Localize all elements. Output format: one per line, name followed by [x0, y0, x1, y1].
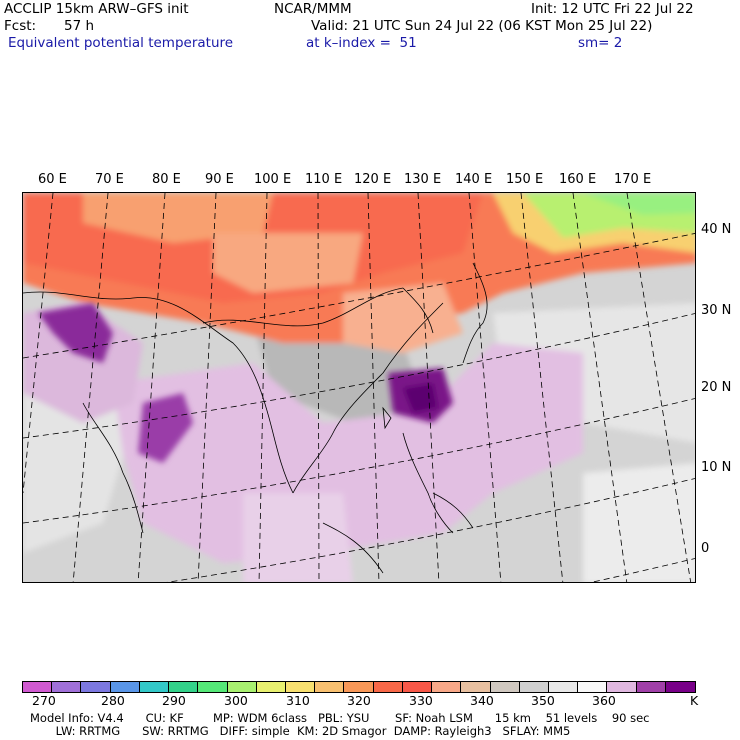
colorbar	[22, 681, 696, 693]
lon-label: 150 E	[506, 172, 544, 187]
colorbar-tick-label: 310	[286, 693, 310, 708]
colorbar-swatch	[139, 682, 170, 692]
lon-label: 120 E	[354, 172, 392, 187]
forecast-hours: 57 h	[64, 18, 95, 34]
lat-label: 40 N	[701, 222, 732, 237]
model-info-line-1: Model Info: V4.4 CU: KF MP: WDM 6class P…	[30, 711, 650, 725]
model-info-line-2: LW: RRTMG SW: RRTMG DIFF: simple KM: 2D …	[30, 724, 571, 738]
map-canvas	[23, 193, 695, 582]
lon-label: 70 E	[95, 172, 124, 187]
colorbar-swatch	[315, 682, 345, 692]
colorbar-swatch	[198, 682, 228, 692]
colorbar-tick-label: 350	[531, 693, 555, 708]
lon-label: 60 E	[38, 172, 67, 187]
colorbar-swatch	[110, 682, 140, 692]
colorbar-swatch	[227, 682, 257, 692]
map-panel	[22, 192, 696, 583]
colorbar-tick-label: 330	[409, 693, 433, 708]
colorbar-swatch	[578, 682, 608, 692]
level-index: at k–index = 51	[306, 35, 417, 51]
colorbar-swatch	[52, 682, 82, 692]
lon-label: 130 E	[404, 172, 442, 187]
colorbar-tick-label: 300	[224, 693, 248, 708]
colorbar-swatch	[402, 682, 433, 692]
forecast-label: Fcst:	[4, 18, 37, 34]
colorbar-swatch	[373, 682, 403, 692]
lon-label: 160 E	[559, 172, 597, 187]
smoothing-label: sm= 2	[578, 35, 623, 51]
lon-label: 140 E	[455, 172, 493, 187]
colorbar-swatch	[23, 682, 53, 692]
center-label: NCAR/MMM	[274, 1, 352, 17]
colorbar-swatch	[607, 682, 637, 692]
lon-label: 170 E	[614, 172, 652, 187]
colorbar-swatch	[519, 682, 549, 692]
lat-label: 30 N	[701, 303, 732, 318]
colorbar-tick-label: 340	[470, 693, 494, 708]
graticule	[23, 193, 695, 582]
lon-label: 90 E	[205, 172, 234, 187]
shaded-field	[23, 193, 695, 582]
colorbar-swatch	[285, 682, 316, 692]
lat-label: 10 N	[701, 460, 732, 475]
colorbar-unit: K	[690, 693, 699, 708]
colorbar-swatch	[432, 682, 462, 692]
colorbar-swatch	[665, 682, 696, 692]
colorbar-swatch	[490, 682, 520, 692]
colorbar-tick-label: 270	[32, 693, 56, 708]
model-title: ACCLIP 15km ARW–GFS init	[4, 1, 189, 17]
colorbar-swatch	[461, 682, 491, 692]
field-name: Equivalent potential temperature	[8, 35, 234, 51]
coastlines	[23, 262, 488, 574]
lon-label: 80 E	[152, 172, 181, 187]
colorbar-swatch	[344, 682, 374, 692]
valid-time: Valid: 21 UTC Sun 24 Jul 22 (06 KST Mon …	[311, 18, 653, 34]
colorbar-swatch	[256, 682, 286, 692]
lon-label: 100 E	[254, 172, 292, 187]
lon-label: 110 E	[305, 172, 343, 187]
lat-label: 0	[701, 541, 710, 556]
colorbar-swatch	[169, 682, 199, 692]
colorbar-swatch	[548, 682, 579, 692]
colorbar-tick-label: 320	[347, 693, 371, 708]
init-time: Init: 12 UTC Fri 22 Jul 22	[531, 1, 694, 17]
lat-label: 20 N	[701, 380, 732, 395]
colorbar-tick-label: 290	[162, 693, 186, 708]
colorbar-tick-label: 280	[101, 693, 125, 708]
colorbar-swatch	[636, 682, 666, 692]
colorbar-tick-label: 360	[592, 693, 616, 708]
colorbar-swatch	[81, 682, 111, 692]
